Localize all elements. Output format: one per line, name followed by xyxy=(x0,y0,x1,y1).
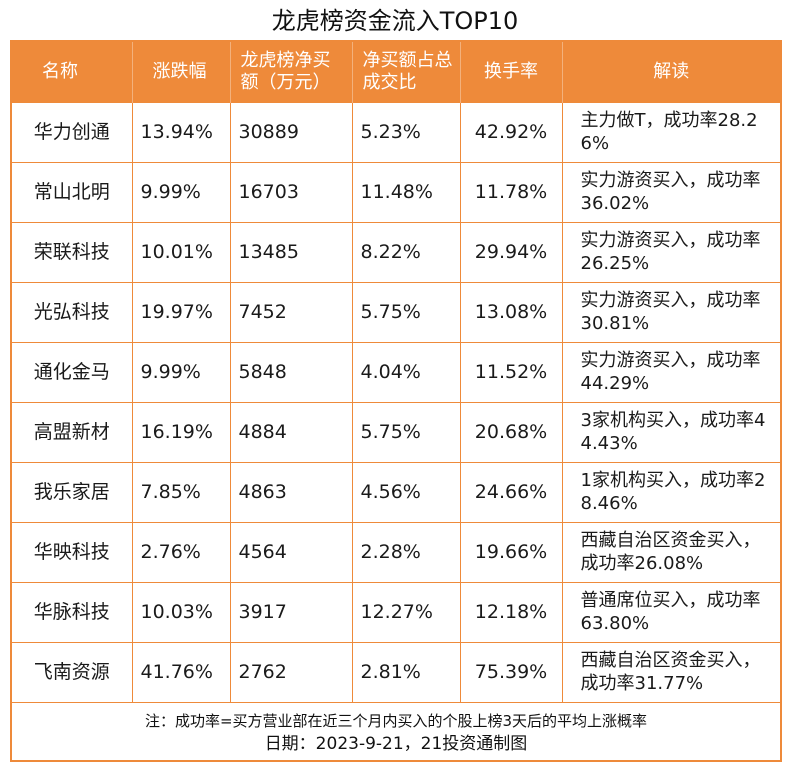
page-title: 龙虎榜资金流入TOP10 xyxy=(271,7,519,35)
table-header-row: 名称 涨跌幅 龙虎榜净买额（万元） 净买额占总成交比 换手率 解读 xyxy=(12,42,780,102)
cell-change: 10.01% xyxy=(131,221,231,283)
column-header-remark: 解读 xyxy=(561,42,780,102)
cell-net-ratio: 4.04% xyxy=(351,341,461,403)
column-header-net-ratio: 净买额占总成交比 xyxy=(351,42,460,102)
cell-turnover: 42.92% xyxy=(459,101,563,163)
cell-turnover: 20.68% xyxy=(459,401,563,463)
table-row: 通化金马 9.99% 5848 4.04% 11.52% 实力游资买入，成功率4… xyxy=(12,341,780,403)
cell-change: 19.97% xyxy=(131,281,231,343)
cell-net-buy: 7452 xyxy=(229,281,353,343)
cell-net-buy: 30889 xyxy=(229,101,353,163)
cell-remark: 实力游资买入，成功率26.25% xyxy=(561,221,780,283)
cell-net-ratio: 2.81% xyxy=(351,641,461,703)
cell-change: 16.19% xyxy=(131,401,231,463)
cell-net-buy: 13485 xyxy=(229,221,353,283)
cell-net-ratio: 12.27% xyxy=(351,581,461,643)
cell-name: 高盟新材 xyxy=(12,401,133,463)
footnote: 注：成功率=买方营业部在近三个月内买入的个股上榜3天后的平均上涨概率 xyxy=(144,712,648,730)
cell-remark: 主力做T，成功率28.26% xyxy=(561,101,780,163)
cell-turnover: 12.18% xyxy=(459,581,563,643)
cell-turnover: 11.52% xyxy=(459,341,563,403)
table-row: 华映科技 2.76% 4564 2.28% 19.66% 西藏自治区资金买入，成… xyxy=(12,521,780,583)
cell-net-buy: 2762 xyxy=(229,641,353,703)
cell-net-buy: 16703 xyxy=(229,161,353,223)
cell-change: 9.99% xyxy=(131,341,231,403)
cell-remark: 实力游资买入，成功率36.02% xyxy=(561,161,780,223)
cell-net-ratio: 4.56% xyxy=(351,461,461,523)
cell-net-buy: 4564 xyxy=(229,521,353,583)
cell-remark: 实力游资买入，成功率30.81% xyxy=(561,281,780,343)
table-row: 常山北明 9.99% 16703 11.48% 11.78% 实力游资买入，成功… xyxy=(12,161,780,223)
cell-turnover: 75.39% xyxy=(459,641,563,703)
table-row: 我乐家居 7.85% 4863 4.56% 24.66% 1家机构买入，成功率2… xyxy=(12,461,780,523)
cell-net-buy: 4863 xyxy=(229,461,353,523)
cell-net-ratio: 5.23% xyxy=(351,101,461,163)
cell-turnover: 29.94% xyxy=(459,221,563,283)
cell-turnover: 13.08% xyxy=(459,281,563,343)
table-row: 华脉科技 10.03% 3917 12.27% 12.18% 普通席位买入，成功… xyxy=(12,581,780,643)
table-row: 飞南资源 41.76% 2762 2.81% 75.39% 西藏自治区资金买入，… xyxy=(12,641,780,703)
cell-net-buy: 4884 xyxy=(229,401,353,463)
cell-name: 飞南资源 xyxy=(12,641,133,703)
cell-net-buy: 5848 xyxy=(229,341,353,403)
column-header-name: 名称 xyxy=(12,42,132,102)
table-row: 光弘科技 19.97% 7452 5.75% 13.08% 实力游资买入，成功率… xyxy=(12,281,780,343)
cell-turnover: 19.66% xyxy=(459,521,563,583)
table-row: 荣联科技 10.01% 13485 8.22% 29.94% 实力游资买入，成功… xyxy=(12,221,780,283)
cell-change: 9.99% xyxy=(131,161,231,223)
cell-name: 光弘科技 xyxy=(12,281,133,343)
column-header-net-buy: 龙虎榜净买额（万元） xyxy=(229,42,352,102)
cell-net-ratio: 11.48% xyxy=(351,161,461,223)
cell-remark: 3家机构买入，成功率44.43% xyxy=(561,401,780,463)
inflow-table: 名称 涨跌幅 龙虎榜净买额（万元） 净买额占总成交比 换手率 解读 华力创通 1… xyxy=(12,42,780,703)
cell-remark: 普通席位买入，成功率63.80% xyxy=(561,581,780,643)
cell-name: 常山北明 xyxy=(12,161,133,223)
cell-change: 7.85% xyxy=(131,461,231,523)
cell-remark: 1家机构买入，成功率28.46% xyxy=(561,461,780,523)
cell-name: 我乐家居 xyxy=(12,461,133,523)
table-row: 华力创通 13.94% 30889 5.23% 42.92% 主力做T，成功率2… xyxy=(12,101,780,163)
cell-turnover: 24.66% xyxy=(459,461,563,523)
cell-change: 2.76% xyxy=(131,521,231,583)
cell-net-ratio: 2.28% xyxy=(351,521,461,583)
table-frame: 名称 涨跌幅 龙虎榜净买额（万元） 净买额占总成交比 换手率 解读 华力创通 1… xyxy=(10,40,782,762)
cell-net-buy: 3917 xyxy=(229,581,353,643)
column-header-turnover: 换手率 xyxy=(459,42,562,102)
cell-change: 41.76% xyxy=(131,641,231,703)
table-row: 高盟新材 16.19% 4884 5.75% 20.68% 3家机构买入，成功率… xyxy=(12,401,780,463)
cell-turnover: 11.78% xyxy=(459,161,563,223)
cell-remark: 西藏自治区资金买入，成功率31.77% xyxy=(561,641,780,703)
cell-remark: 西藏自治区资金买入，成功率26.08% xyxy=(561,521,780,583)
cell-net-ratio: 5.75% xyxy=(351,281,461,343)
cell-name: 华映科技 xyxy=(12,521,133,583)
cell-name: 华脉科技 xyxy=(12,581,133,643)
column-header-change: 涨跌幅 xyxy=(131,42,230,102)
date-credit: 日期：2023-9-21，21投资通制图 xyxy=(264,734,528,754)
cell-name: 通化金马 xyxy=(12,341,133,403)
cell-change: 10.03% xyxy=(131,581,231,643)
cell-name: 华力创通 xyxy=(12,101,133,163)
cell-change: 13.94% xyxy=(131,101,231,163)
cell-remark: 实力游资买入，成功率44.29% xyxy=(561,341,780,403)
cell-net-ratio: 8.22% xyxy=(351,221,461,283)
table-footer: 注：成功率=买方营业部在近三个月内买入的个股上榜3天后的平均上涨概率 日期：20… xyxy=(12,702,780,762)
cell-name: 荣联科技 xyxy=(12,221,133,283)
cell-net-ratio: 5.75% xyxy=(351,401,461,463)
